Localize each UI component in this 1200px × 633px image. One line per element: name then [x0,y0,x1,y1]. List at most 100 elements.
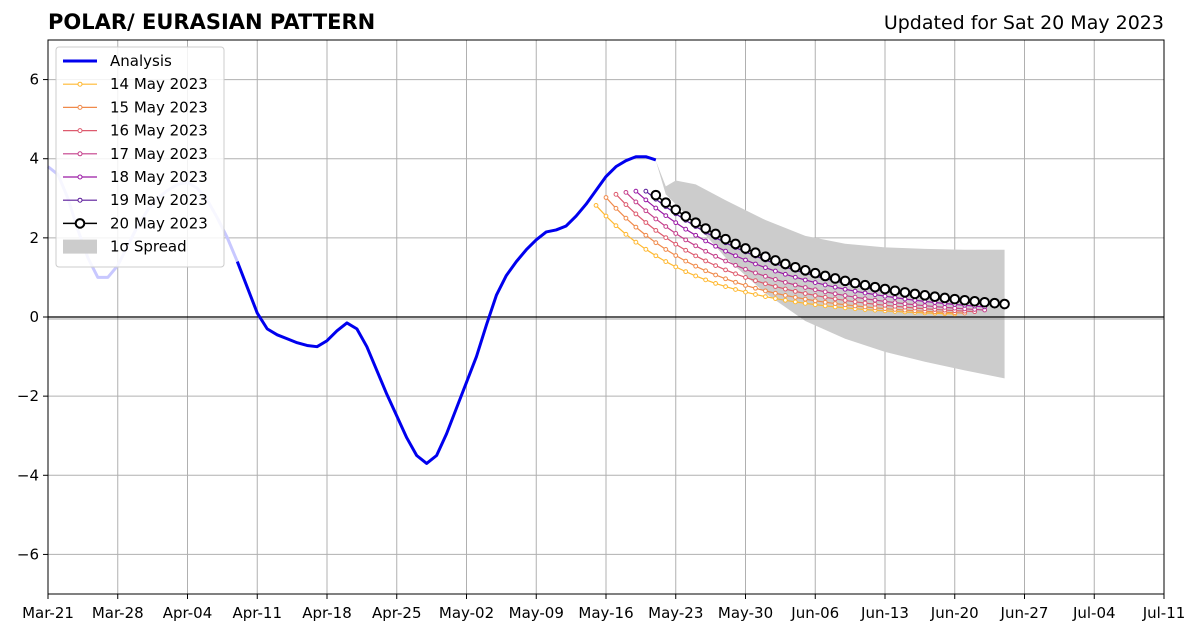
forecast-marker [623,202,629,207]
forecast-marker [753,285,758,291]
forecast-marker [802,285,808,290]
forecast-marker [723,267,728,273]
forecast-marker [740,243,751,254]
forecast-marker [822,289,828,295]
x-tick-label: Apr-25 [372,604,422,622]
forecast-marker [763,273,768,279]
forecast-marker [663,213,669,219]
forecast-marker [832,301,838,306]
forecast-marker [852,288,858,294]
forecast-marker [593,203,599,208]
x-tick-label: Jun-20 [930,604,979,622]
forecast-marker [673,264,679,270]
x-tick-label: Jun-13 [860,604,909,622]
forecast-marker [932,304,938,309]
x-tick-label: Jun-06 [790,604,839,622]
forecast-marker [849,277,861,289]
forecast-marker [633,224,639,230]
forecast-marker [780,258,791,270]
legend-item: 15 May 2023 [63,98,208,116]
analysis-line [235,155,657,465]
legend-swatch-marker [74,218,86,229]
forecast-marker [613,205,619,211]
forecast-marker [683,226,689,232]
forecast-marker [812,302,818,308]
forecast-marker [703,277,709,283]
forecast-marker [650,189,662,201]
forecast-marker [643,188,649,194]
forecast-marker [772,284,778,289]
legend-label: 17 May 2023 [110,145,208,163]
forecast-marker [782,292,788,298]
forecast-marker [723,284,728,289]
forecast-marker [623,189,629,195]
x-tick-label: Mar-28 [92,604,144,622]
forecast-marker [660,197,672,208]
forecast-marker [643,232,649,238]
forecast-marker [693,263,699,269]
forecast-marker [693,273,699,279]
forecast-marker [683,237,689,243]
forecast-marker [760,251,771,263]
forecast-marker [879,283,891,295]
forecast-marker [929,291,941,302]
forecast-marker [812,298,818,304]
forecast-marker [723,248,728,254]
forecast-marker [673,253,679,258]
forecast-marker [842,298,848,303]
forecast-marker [683,247,689,253]
forecast-marker [730,238,741,250]
forecast-marker [603,213,609,219]
legend-swatch-marker [77,128,83,134]
forecast-marker [919,290,931,301]
forecast-marker [842,293,848,298]
forecast-marker [763,265,768,271]
forecast-marker [710,228,721,240]
forecast-marker [700,223,711,234]
forecast-marker [822,299,828,305]
legend-label: Analysis [110,52,172,70]
legend-label: 15 May 2023 [110,98,208,116]
legend-item: 20 May 2023 [63,214,208,232]
forecast-marker [999,298,1010,310]
y-axis: −6 −4 −2 0 2 4 6 [17,71,48,563]
forecast-marker [942,304,948,310]
x-axis: Mar-21 Mar-28 Apr-04 Apr-11 Apr-18 Apr-25 May-… [22,594,1185,622]
legend: Analysis 14 May 2023 15 May 2023 16 May 202… [55,46,225,268]
forecast-marker [633,188,639,194]
forecast-marker [653,253,659,259]
legend-item: Analysis [63,52,172,70]
forecast-marker [892,300,898,306]
forecast-marker [743,289,748,295]
forecast-marker [693,253,699,259]
forecast-marker [862,290,868,296]
x-tick-label: Jul-04 [1072,604,1116,622]
forecast-marker [733,287,738,292]
forecast-marker [812,280,818,285]
x-tick-label: Apr-04 [163,604,213,622]
forecast-marker [733,271,738,277]
forecast-marker [782,279,788,285]
forecast-marker [829,273,841,284]
forecast-marker [653,205,659,211]
forecast-marker [673,241,679,247]
chart-title: POLAR/ EURASIAN PATTERN [48,10,375,34]
forecast-marker [673,231,679,236]
forecast-marker [902,301,908,307]
forecast-marker [912,302,918,308]
legend-label: 16 May 2023 [110,122,208,140]
forecast-marker [693,232,699,238]
forecast-marker [683,269,689,275]
forecast-marker [792,299,798,305]
x-tick-label: Jul-11 [1142,604,1186,622]
forecast-marker [882,302,888,308]
forecast-marker [839,275,851,287]
forecast-marker [763,288,768,294]
forecast-marker [753,278,758,284]
forecast-marker [643,220,649,225]
forecast-marker [872,292,878,298]
legend-label: 14 May 2023 [110,75,208,93]
forecast-marker [939,292,951,304]
forecast-marker [822,282,828,288]
legend-swatch-marker [77,81,83,87]
